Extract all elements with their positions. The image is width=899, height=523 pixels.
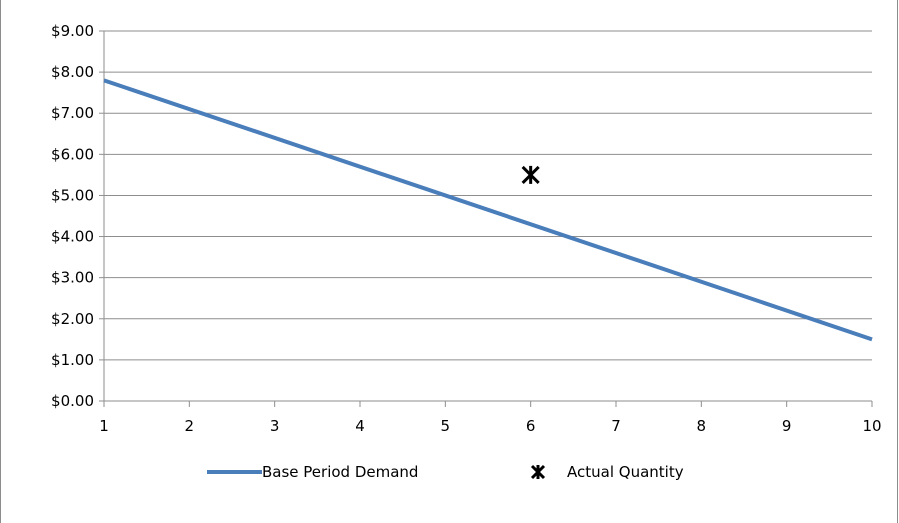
x-tick-label: 5 xyxy=(441,417,451,435)
y-tick-label: $1.00 xyxy=(51,351,94,369)
y-tick-label: $6.00 xyxy=(51,145,94,163)
x-tick-labels: 1 2 3 4 5 6 7 8 9 10 xyxy=(99,417,881,435)
axes xyxy=(99,30,873,407)
y-tick-label: $5.00 xyxy=(51,186,94,204)
y-tick-label: $2.00 xyxy=(51,310,94,328)
x-tick-label: 1 xyxy=(99,417,109,435)
gridlines xyxy=(104,30,872,361)
y-tick-label: $7.00 xyxy=(51,104,94,122)
data-point-actual-quantity xyxy=(521,165,540,184)
x-tick-label: 9 xyxy=(782,417,792,435)
x-tick-label: 10 xyxy=(862,417,881,435)
x-tick-label: 4 xyxy=(355,417,365,435)
legend-item-base-period-demand: Base Period Demand xyxy=(207,463,418,481)
y-tick-label: $9.00 xyxy=(51,22,94,40)
legend: Base Period Demand Actual Quantity xyxy=(207,463,684,481)
y-tick-label: $0.00 xyxy=(51,392,94,410)
series xyxy=(103,78,873,342)
x-tick-label: 2 xyxy=(185,417,195,435)
legend-label: Base Period Demand xyxy=(262,463,418,481)
x-tick-label: 6 xyxy=(526,417,536,435)
x-tick-label: 3 xyxy=(270,417,280,435)
y-tick-labels: $0.00 $1.00 $2.00 $3.00 $4.00 $5.00 $6.00 $7.00… xyxy=(51,22,94,410)
series-line-base-period-demand xyxy=(103,78,873,342)
x-tick-label: 7 xyxy=(611,417,621,435)
legend-label: Actual Quantity xyxy=(567,463,684,481)
y-tick-label: $3.00 xyxy=(51,269,94,287)
y-tick-label: $8.00 xyxy=(51,63,94,81)
legend-asterisk-swatch xyxy=(530,464,546,480)
y-tick-label: $4.00 xyxy=(51,228,94,246)
x-tick-label: 8 xyxy=(697,417,707,435)
legend-item-actual-quantity: Actual Quantity xyxy=(530,463,684,481)
